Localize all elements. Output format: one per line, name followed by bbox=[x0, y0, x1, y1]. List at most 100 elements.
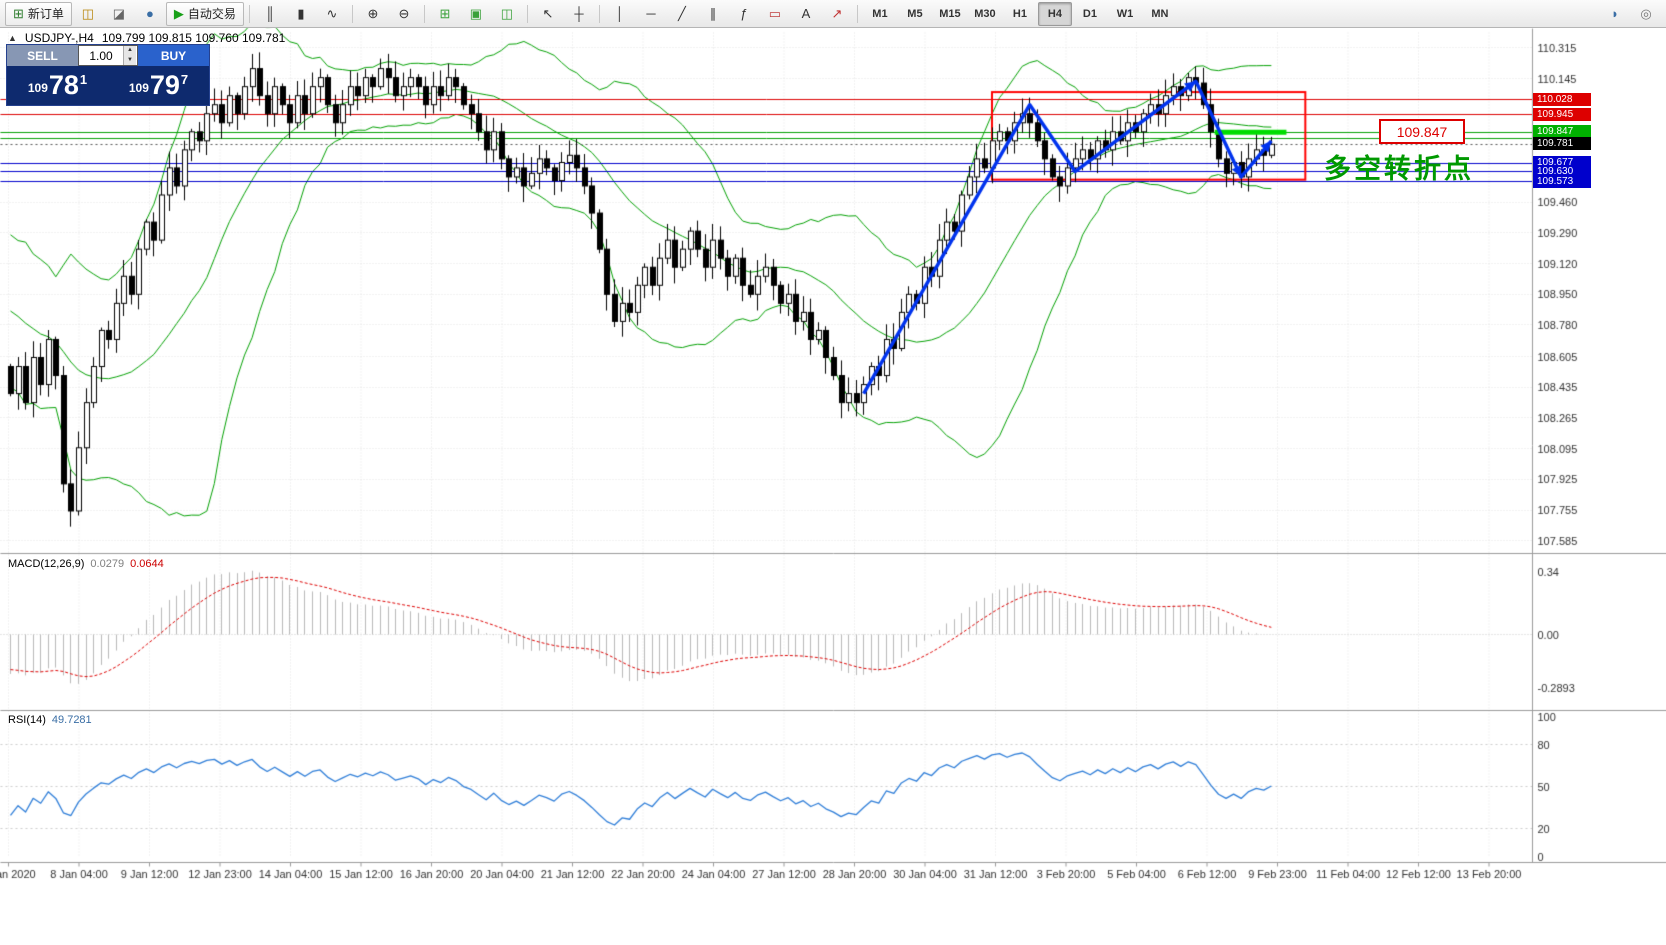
toolbar-separator bbox=[423, 4, 425, 23]
toolbar-separator bbox=[526, 4, 528, 23]
volume-spinner: ▲ ▼ bbox=[123, 46, 136, 65]
timeframe-d1[interactable]: D1 bbox=[1082, 7, 1097, 20]
horizontal-line-icon: ─ bbox=[646, 6, 656, 21]
sell-price-big: 78 bbox=[48, 70, 79, 100]
price-annotation-label: 109.847 bbox=[1379, 119, 1465, 144]
zoom-out-icon[interactable]: ⊖ bbox=[389, 2, 419, 26]
arrow-tool-icon[interactable]: ↗ bbox=[822, 2, 852, 26]
chart-symbol-period: USDJPY-,H4 bbox=[24, 31, 94, 45]
auto-trading-icon: ▶ bbox=[173, 6, 184, 21]
toolbar-separator bbox=[598, 4, 600, 23]
zoom-in-icon[interactable]: ⊕ bbox=[358, 2, 388, 26]
cascade-windows-icon[interactable]: ▣ bbox=[461, 2, 491, 26]
channel-icon[interactable]: ∥ bbox=[698, 2, 728, 26]
zoom-in-icon: ⊕ bbox=[367, 6, 379, 21]
sell-button[interactable]: SELL bbox=[7, 45, 78, 66]
auto-trading-button-label: 自动交易 bbox=[187, 7, 236, 21]
macd-indicator-label: MACD(12,26,9) 0.0279 0.0644 bbox=[8, 558, 164, 570]
shapes-icon[interactable]: ▭ bbox=[760, 2, 790, 26]
macd-value-2: 0.0644 bbox=[130, 558, 164, 570]
volume-up-icon[interactable]: ▲ bbox=[123, 46, 136, 56]
auto-trading-button[interactable]: ▶ 自动交易 bbox=[165, 1, 244, 26]
timeframe-m15[interactable]: M15 bbox=[939, 7, 961, 20]
crosshair-icon: ┼ bbox=[574, 6, 584, 21]
fibonacci-icon[interactable]: ƒ bbox=[729, 2, 759, 26]
crosshair-icon[interactable]: ┼ bbox=[564, 2, 594, 26]
buy-price-big: 79 bbox=[149, 70, 180, 100]
bar-chart-icon: ║ bbox=[265, 6, 275, 21]
new-order-button-label: 新订单 bbox=[27, 7, 64, 21]
market-watch-icon[interactable]: ● bbox=[135, 2, 165, 26]
rsi-value: 49.7281 bbox=[51, 714, 92, 726]
volume-box: ▲ ▼ bbox=[78, 45, 138, 66]
shapes-icon: ▭ bbox=[768, 6, 782, 21]
community-icon[interactable]: ◗ bbox=[1611, 6, 1619, 21]
timeframe-h4[interactable]: H4 bbox=[1037, 1, 1072, 26]
toolbar-right-group: ◗ ◎ bbox=[1600, 2, 1661, 26]
sell-price-sup: 1 bbox=[79, 72, 88, 87]
timeframe-m5[interactable]: M5 bbox=[907, 7, 923, 20]
volume-down-icon[interactable]: ▼ bbox=[123, 55, 136, 65]
candlestick-chart-icon[interactable]: ▮ bbox=[286, 2, 316, 26]
cursor-icon: ↖ bbox=[542, 6, 554, 21]
vertical-line-icon[interactable]: │ bbox=[605, 2, 635, 26]
main-toolbar: ⊞ 新订单 ◫ ◪ ● ▶ 自动交易 ║ ▮ ∿ ⊕ ⊖ ⊞ ▣ ◫ ↖ ┼ │ ─ ╱ ∥ ƒ ▭ A ↗ M1 M5 M15 M3… bbox=[0, 0, 1666, 28]
price-badge: 110.028 bbox=[1533, 92, 1591, 106]
horizontal-line-icon[interactable]: ─ bbox=[636, 2, 666, 26]
macd-name: MACD(12,26,9) bbox=[8, 558, 85, 570]
arrange-windows-icon: ◫ bbox=[500, 6, 514, 21]
timeframe-h1[interactable]: H1 bbox=[1012, 7, 1027, 20]
buy-price-prefix: 109 bbox=[128, 81, 149, 95]
candlestick-chart-icon: ▮ bbox=[297, 6, 305, 21]
buy-button[interactable]: BUY bbox=[138, 45, 209, 66]
arrange-windows-icon[interactable]: ◫ bbox=[492, 2, 522, 26]
profiles-icon: ◪ bbox=[112, 6, 126, 21]
price-badge: 109.573 bbox=[1533, 174, 1591, 188]
trendline-icon[interactable]: ╱ bbox=[667, 2, 697, 26]
buy-price-sup: 7 bbox=[180, 72, 189, 87]
new-chart-icon: ◫ bbox=[81, 6, 95, 21]
tile-windows-icon[interactable]: ⊞ bbox=[430, 2, 460, 26]
one-click-collapse-icon[interactable]: ▲ bbox=[8, 33, 17, 43]
text-icon[interactable]: A bbox=[791, 2, 821, 26]
price-badge: 109.945 bbox=[1533, 107, 1591, 121]
price-badge: 109.847 bbox=[1533, 125, 1591, 139]
zoom-out-icon: ⊖ bbox=[398, 6, 410, 21]
new-order-icon: ⊞ bbox=[13, 6, 24, 21]
profiles-icon[interactable]: ◪ bbox=[104, 2, 134, 26]
volume-input[interactable] bbox=[79, 46, 123, 65]
line-chart-icon: ∿ bbox=[326, 6, 338, 21]
toolbar-separator bbox=[248, 4, 250, 23]
timeframe-m30[interactable]: M30 bbox=[974, 7, 996, 20]
sell-price[interactable]: 109 78 1 bbox=[7, 66, 108, 105]
one-click-trading-panel: SELL ▲ ▼ BUY 109 78 1 109 79 7 bbox=[6, 44, 210, 106]
search-icon[interactable]: ◎ bbox=[1640, 5, 1652, 21]
timeframe-w1[interactable]: W1 bbox=[1116, 7, 1134, 20]
vertical-line-icon: │ bbox=[615, 6, 624, 21]
arrow-tool-icon: ↗ bbox=[831, 6, 843, 21]
sell-price-prefix: 109 bbox=[27, 81, 48, 95]
bar-chart-icon[interactable]: ║ bbox=[255, 2, 285, 26]
cursor-icon[interactable]: ↖ bbox=[533, 2, 563, 26]
new-chart-icon[interactable]: ◫ bbox=[73, 2, 103, 26]
tile-windows-icon: ⊞ bbox=[439, 6, 451, 21]
fibonacci-icon: ƒ bbox=[740, 6, 748, 21]
price-badge: 109.781 bbox=[1533, 137, 1591, 151]
toolbar-tools-group: ⊞ 新订单 ◫ ◪ ● ▶ 自动交易 ║ ▮ ∿ ⊕ ⊖ ⊞ ▣ ◫ ↖ ┼ │ ─ ╱ ∥ ƒ ▭ A ↗ bbox=[5, 1, 862, 26]
market-watch-icon: ● bbox=[145, 6, 154, 21]
buy-price[interactable]: 109 79 7 bbox=[108, 66, 209, 105]
line-chart-icon[interactable]: ∿ bbox=[317, 2, 347, 26]
price-badge: 109.630 bbox=[1533, 164, 1591, 178]
timeframe-m1[interactable]: M1 bbox=[872, 7, 888, 20]
timeframe-mn[interactable]: MN bbox=[1151, 7, 1169, 20]
turning-point-annotation: 多空转折点 bbox=[1324, 154, 1474, 184]
new-order-button[interactable]: ⊞ 新订单 bbox=[5, 1, 72, 26]
rsi-name: RSI(14) bbox=[8, 714, 46, 726]
chart-title: ▲ USDJPY-,H4 109.799 109.815 109.760 109… bbox=[8, 31, 285, 45]
text-icon: A bbox=[801, 6, 811, 21]
rsi-indicator-label: RSI(14) 49.7281 bbox=[8, 714, 92, 726]
cascade-windows-icon: ▣ bbox=[469, 6, 483, 21]
